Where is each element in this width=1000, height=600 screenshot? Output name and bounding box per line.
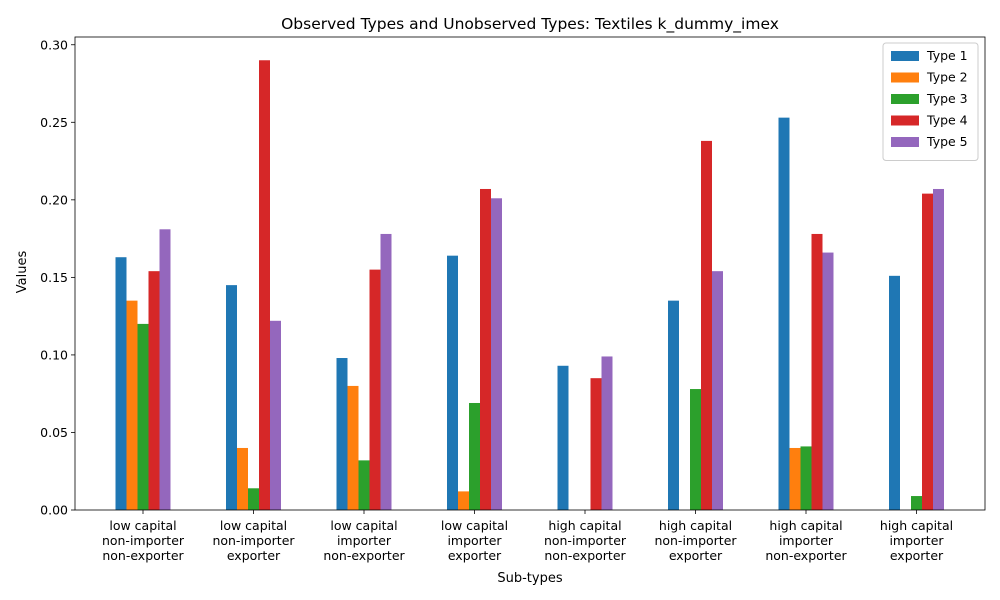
x-tick-label-line: low capital xyxy=(330,518,397,533)
legend-swatch xyxy=(891,72,919,83)
x-tick-label-line: high capital xyxy=(659,518,732,533)
bar-3-1 xyxy=(137,323,149,510)
x-tick-label: high capital importer exporter xyxy=(880,518,953,563)
x-tick-label-line: exporter xyxy=(227,548,281,563)
bar-5-7 xyxy=(822,252,834,510)
bar-1-8 xyxy=(889,275,900,510)
legend-box xyxy=(882,42,979,161)
bar-5-1 xyxy=(159,229,171,511)
x-tick-label-line: non-exporter xyxy=(544,548,626,563)
bar-4-7 xyxy=(811,233,823,510)
legend-label: Type 1 xyxy=(926,48,968,63)
x-tick-label: low capital non-importer exporter xyxy=(212,518,295,563)
bar-2-7 xyxy=(789,447,801,510)
x-tick-label-line: non-exporter xyxy=(323,548,405,563)
bar-1-2 xyxy=(226,285,237,510)
bar-3-7 xyxy=(800,446,812,510)
y-tick-label: 0.20 xyxy=(40,192,68,207)
x-tick-label-line: exporter xyxy=(669,548,723,563)
x-axis-label: Sub-types xyxy=(497,571,562,586)
x-tick-label-line: exporter xyxy=(448,548,502,563)
y-tick-label: 0.10 xyxy=(40,347,68,362)
y-tick-label: 0.15 xyxy=(40,270,68,285)
bar-2-3 xyxy=(347,385,359,510)
axes-frame xyxy=(74,36,986,511)
x-tick-label-line: low capital xyxy=(220,518,287,533)
x-tick-label-line: exporter xyxy=(890,548,944,563)
x-tick-label: high capital non-importer non-exporter xyxy=(544,518,627,563)
x-tick-label-line: low capital xyxy=(109,518,176,533)
x-tick-label: low capital non-importer non-exporter xyxy=(102,518,185,563)
x-tick-label-line: non-importer xyxy=(102,533,185,548)
bar-3-4 xyxy=(469,402,480,510)
bar-1-5 xyxy=(557,365,569,510)
legend-label: Type 2 xyxy=(926,70,968,85)
bar-5-6 xyxy=(712,271,723,510)
bar-4-1 xyxy=(148,271,160,510)
bar-2-4 xyxy=(458,491,469,510)
legend-swatch xyxy=(891,51,919,61)
bar-3-8 xyxy=(911,496,922,510)
x-tick-label-line: importer xyxy=(889,533,944,548)
bar-1-4 xyxy=(447,255,458,510)
x-tick-label-line: non-exporter xyxy=(765,548,847,563)
bar-5-8 xyxy=(933,188,944,511)
bar-4-4 xyxy=(480,188,491,511)
x-tick-label-line: non-importer xyxy=(212,533,295,548)
bar-5-4 xyxy=(491,198,502,511)
x-tick-label-line: importer xyxy=(779,533,834,548)
bar-3-6 xyxy=(690,389,701,510)
bar-4-8 xyxy=(922,193,933,510)
x-tick-label-line: low capital xyxy=(441,518,508,533)
bar-3-2 xyxy=(248,488,259,510)
legend: Type 1 Type 2 Type 3 Type 4 Type 5 xyxy=(882,42,979,161)
bar-1-7 xyxy=(778,117,790,510)
legend-label: Type 5 xyxy=(926,134,968,149)
x-tick-label-line: high capital xyxy=(548,518,621,533)
x-tick-label-line: high capital xyxy=(769,518,842,533)
legend-label: Type 3 xyxy=(926,91,968,106)
bar-2-2 xyxy=(237,447,248,510)
x-tick-label-line: non-importer xyxy=(544,533,627,548)
bar-3-3 xyxy=(358,460,370,510)
y-tick-label: 0.05 xyxy=(40,425,68,440)
y-axis-label: Values xyxy=(15,251,30,294)
y-tick-label: 0.00 xyxy=(40,503,68,518)
x-tick-label: low capital importer exporter xyxy=(441,518,508,563)
x-tick-label: high capital non-importer exporter xyxy=(654,518,737,563)
bar-4-2 xyxy=(259,60,270,510)
bar-1-3 xyxy=(336,358,348,510)
chart-title: Observed Types and Unobserved Types: Tex… xyxy=(281,15,779,34)
legend-swatch xyxy=(891,94,919,104)
x-tick-label-line: importer xyxy=(447,533,502,548)
bar-1-1 xyxy=(115,257,127,510)
bar-2-1 xyxy=(126,300,138,510)
x-tick-label-line: high capital xyxy=(880,518,953,533)
y-tick-label: 0.30 xyxy=(40,37,68,52)
bar-5-5 xyxy=(601,356,613,510)
bar-5-2 xyxy=(270,320,281,510)
legend-swatch xyxy=(891,115,919,126)
x-tick-label-line: non-exporter xyxy=(102,548,184,563)
legend-label: Type 4 xyxy=(926,113,968,128)
bar-5-3 xyxy=(380,233,392,510)
x-tick-label: low capital importer non-exporter xyxy=(323,518,405,563)
bar-4-5 xyxy=(590,378,602,510)
y-tick-label: 0.25 xyxy=(40,115,68,130)
bar-1-6 xyxy=(668,300,679,510)
legend-swatch xyxy=(891,137,919,147)
x-tick-label-line: importer xyxy=(337,533,392,548)
x-tick-label: high capital importer non-exporter xyxy=(765,518,847,563)
bar-4-3 xyxy=(369,269,381,510)
x-tick-label-line: non-importer xyxy=(654,533,737,548)
bar-4-6 xyxy=(701,140,712,510)
